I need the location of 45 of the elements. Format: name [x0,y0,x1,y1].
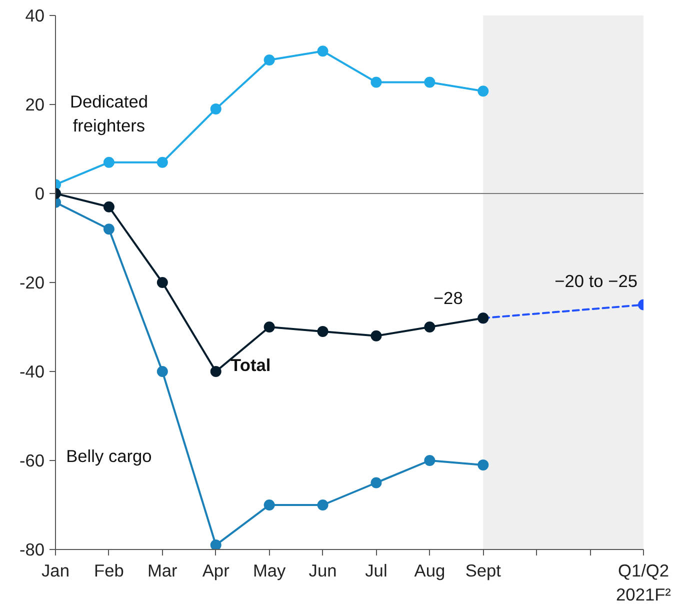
y-tick-label: -40 [19,362,44,382]
point [156,156,168,168]
point [317,326,328,337]
point [103,201,114,212]
y-tick-label: -60 [19,450,44,470]
point [424,455,436,466]
point [264,54,275,66]
point [478,459,489,470]
point [317,46,328,57]
x-tick-label: May [252,560,286,580]
y-tick-label: -80 [19,540,44,560]
series-label: Dedicated freighters [70,91,148,136]
annotation: −20 to −25 [554,270,638,291]
x-tick-label: Jun [308,560,337,580]
x-tick-label: Aug [414,560,446,580]
point [478,86,489,97]
point [370,76,382,88]
x-tick-label: Jan [42,560,70,580]
y-tick-label: 0 [34,184,45,204]
x-tick-label: Sept [465,560,502,580]
series-label: Total [230,354,271,375]
point [210,366,222,377]
x-tick-label: Feb [94,560,124,580]
annotation: −28 [433,288,463,308]
point [156,366,168,377]
point [370,330,382,342]
x-tick-label: Jul [365,560,388,580]
point [424,76,436,88]
point [156,277,168,288]
series-label: Belly cargo [66,446,152,466]
point [264,500,275,510]
point [264,322,275,332]
point [370,477,382,488]
y-tick-label: 40 [25,6,45,26]
x-tick-label: Q1/Q2 2021F² [616,560,672,604]
x-tick-label: Mar [147,560,178,580]
point [103,224,114,235]
point [210,540,222,550]
x-tick-label: Apr [202,560,230,580]
point [424,322,436,332]
y-tick-label: -20 [19,272,44,292]
y-tick-label: 20 [25,94,45,114]
point [317,500,328,510]
point [103,156,114,168]
point [210,103,222,114]
